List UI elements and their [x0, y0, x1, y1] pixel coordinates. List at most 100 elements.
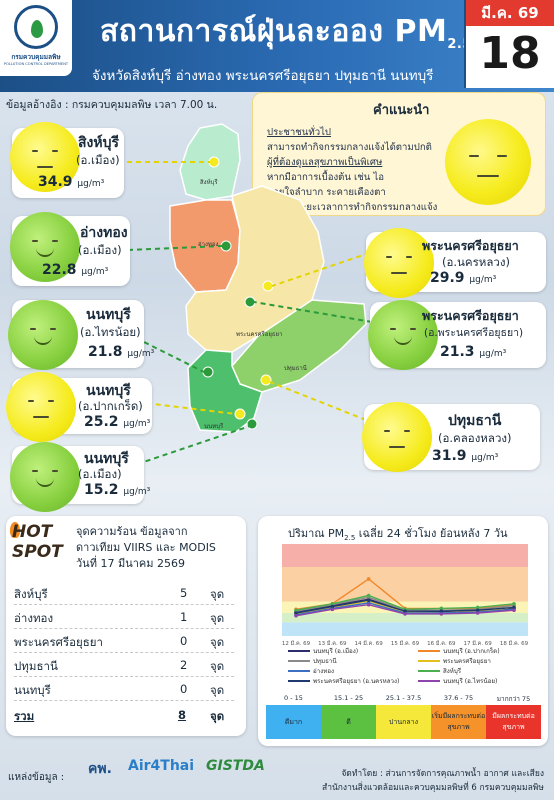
neutral-face-icon: [364, 228, 434, 298]
hotspot-row: ปทุมธานี 2 จุด: [14, 658, 225, 673]
footer-credit: จัดทำโดย : ส่วนการจัดการคุณภาพน้ำ อากาศ …: [341, 769, 544, 779]
legend-swatch: [288, 660, 310, 662]
neutral-face-icon: [445, 119, 531, 205]
legend-label: พระนครศรีอยุธยา (อ.นครหลวง): [313, 678, 400, 685]
leaf-icon: [31, 20, 43, 38]
legend-swatch: [418, 660, 440, 662]
aqi-band-unhealthy: มีผลกระทบต่อสุขภาพ: [486, 705, 541, 739]
data-point: [294, 613, 298, 618]
station-district: (อ.เมือง): [78, 243, 122, 257]
advice-line: หายใจลำบาก ระคายเคืองตา: [267, 187, 386, 198]
hotspot-desc: ดาวเทียม VIIRS และ MODIS: [76, 541, 216, 554]
station-district: (อ.ไทรน้อย): [80, 325, 141, 339]
advice-line: ประชาชนทั่วไป: [267, 127, 331, 138]
aqi-band-very-good: ดีมาก: [266, 705, 321, 739]
aqi-band-unhealthy-sensitive: เริ่มมีผลกระทบต่อสุขภาพ: [431, 705, 486, 739]
data-point: [439, 606, 444, 611]
station-value: 22.8 µg/m³: [42, 262, 109, 278]
aqi-range: 15.1 - 25: [333, 694, 364, 702]
legend-label: นนทบุรี (อ.ไทรน้อย): [443, 678, 498, 685]
aqi-range: 25.1 - 37.5: [385, 694, 422, 702]
aqi-scale: 0 - 15 15.1 - 25 25.1 - 37.5 37.6 - 75 ม…: [266, 694, 542, 744]
legend-label: สิงห์บุรี: [443, 668, 462, 675]
aqi-range: 0 - 15: [284, 694, 303, 702]
data-point: [475, 611, 480, 615]
legend-entry: อ่างทอง: [288, 666, 334, 676]
station-district: (อ.เมือง): [76, 153, 120, 167]
advice-panel: คำแนะนำ ประชาชนทั่วไป สามารถทำกิจกรรมกลา…: [252, 92, 546, 216]
spot-label: SPOT: [12, 542, 63, 562]
hot-label: HOT: [12, 522, 53, 542]
data-point: [330, 604, 335, 609]
legend-label: อ่างทอง: [313, 668, 335, 675]
aqi-range: มากกว่า 75: [496, 695, 531, 703]
station-name: ปทุมธานี: [448, 413, 502, 429]
hotspot-row: พระนครศรีอยุธยา 0 จุด: [14, 634, 225, 649]
happy-face-icon: [368, 300, 438, 370]
gistda-logo: GISTDA: [206, 758, 265, 774]
header-banner: กรมควบคุมมลพิษ POLLUTION CONTROL DEPARTM…: [0, 0, 554, 92]
data-point: [294, 611, 298, 615]
neutral-face-icon: [6, 372, 76, 442]
chart-band: [282, 567, 528, 602]
legend-swatch: [418, 680, 440, 682]
data-point: [366, 602, 371, 607]
advice-line: ผู้ที่ต้องดูแลสุขภาพเป็นพิเศษ: [267, 157, 383, 168]
station-value: 15.2 µg/m³: [84, 482, 151, 498]
neutral-face-icon: [10, 122, 80, 192]
station-value: 25.2 µg/m³: [84, 414, 151, 430]
x-tick-label: 16 มี.ค. 69: [427, 640, 456, 647]
station-district: (อ.เมือง): [78, 467, 122, 481]
happy-face-icon: [8, 300, 78, 370]
aqi-band-good: ดี: [321, 705, 376, 739]
station-district: (อ.ปากเกร็ด): [78, 399, 143, 413]
aqi-range: 37.6 - 75: [443, 694, 474, 702]
data-point: [512, 608, 516, 613]
date-month: มี.ค. 69: [466, 0, 554, 26]
date-day: 18: [479, 28, 541, 79]
advice-title: คำแนะนำ: [373, 103, 430, 118]
hotspot-row: นนทบุรี 0 จุด: [14, 682, 225, 697]
data-point: [403, 609, 407, 613]
station-value: 29.9 µg/m³: [430, 270, 497, 286]
hotspot-row: อ่างทอง 1 จุด: [14, 610, 225, 625]
station-name: อ่างทอง: [80, 225, 128, 241]
x-tick-label: 17 มี.ค. 69: [464, 640, 493, 647]
neutral-face-icon: [362, 402, 432, 472]
province-list: จังหวัดสิงห์บุรี อ่างทอง พระนครศรีอยุธยา…: [92, 68, 434, 84]
station-name: นนทบุรี: [86, 383, 131, 399]
x-tick-label: 15 มี.ค. 69: [391, 640, 420, 647]
advice-line: หากมีอาการเบื้องต้น เช่น ไอ: [267, 172, 384, 183]
data-point: [512, 602, 516, 606]
advice-line: สามารถทำกิจกรรมกลางแจ้งได้ตามปกติ: [267, 142, 432, 153]
legend-entry: พระนครศรีอยุธยา: [418, 656, 491, 666]
page-title: สถานการณ์ฝุ่นละออง PM2.5: [100, 14, 472, 52]
date-badge: มี.ค. 69 18: [464, 0, 554, 88]
logo-emblem-icon: [14, 5, 58, 49]
data-point: [439, 609, 444, 613]
legend-entry: ปทุมธานี: [288, 656, 337, 666]
x-tick-label: 12 มี.ค. 69: [282, 640, 311, 647]
flame-icon: [10, 522, 20, 538]
x-tick-label: 18 มี.ค. 69: [500, 640, 529, 647]
station-value: 21.8 µg/m³: [88, 344, 155, 360]
legend-swatch: [288, 680, 310, 682]
legend-entry: นนทบุรี (อ.เมือง): [288, 646, 358, 656]
pm25-line-chart: 12 มี.ค. 69 13 มี.ค. 69 14 มี.ค. 69 15 มี.ค…: [282, 544, 529, 647]
station-name: นนทบุรี: [86, 307, 131, 323]
station-district: (อ.นครหลวง): [442, 255, 510, 269]
data-point: [475, 605, 480, 610]
hotspot-desc: วันที่ 17 มีนาคม 2569: [76, 557, 185, 570]
hotspot-row: สิงห์บุรี 5 จุด: [14, 586, 225, 601]
station-value: 21.3 µg/m³: [440, 344, 507, 360]
pcd-logo: กรมควบคุมมลพิษ POLLUTION CONTROL DEPARTM…: [0, 0, 72, 76]
air4thai-logo: Air4Thai: [128, 758, 195, 774]
pcd-source-logo: คพ.: [88, 761, 112, 777]
station-name: นนทบุรี: [84, 451, 129, 467]
source-label: แหล่งข้อมูล :: [8, 772, 65, 783]
chart-band: [282, 544, 528, 567]
legend-swatch: [418, 670, 440, 672]
chart-band: [282, 613, 528, 623]
data-point: [512, 605, 516, 610]
data-point: [366, 577, 371, 581]
